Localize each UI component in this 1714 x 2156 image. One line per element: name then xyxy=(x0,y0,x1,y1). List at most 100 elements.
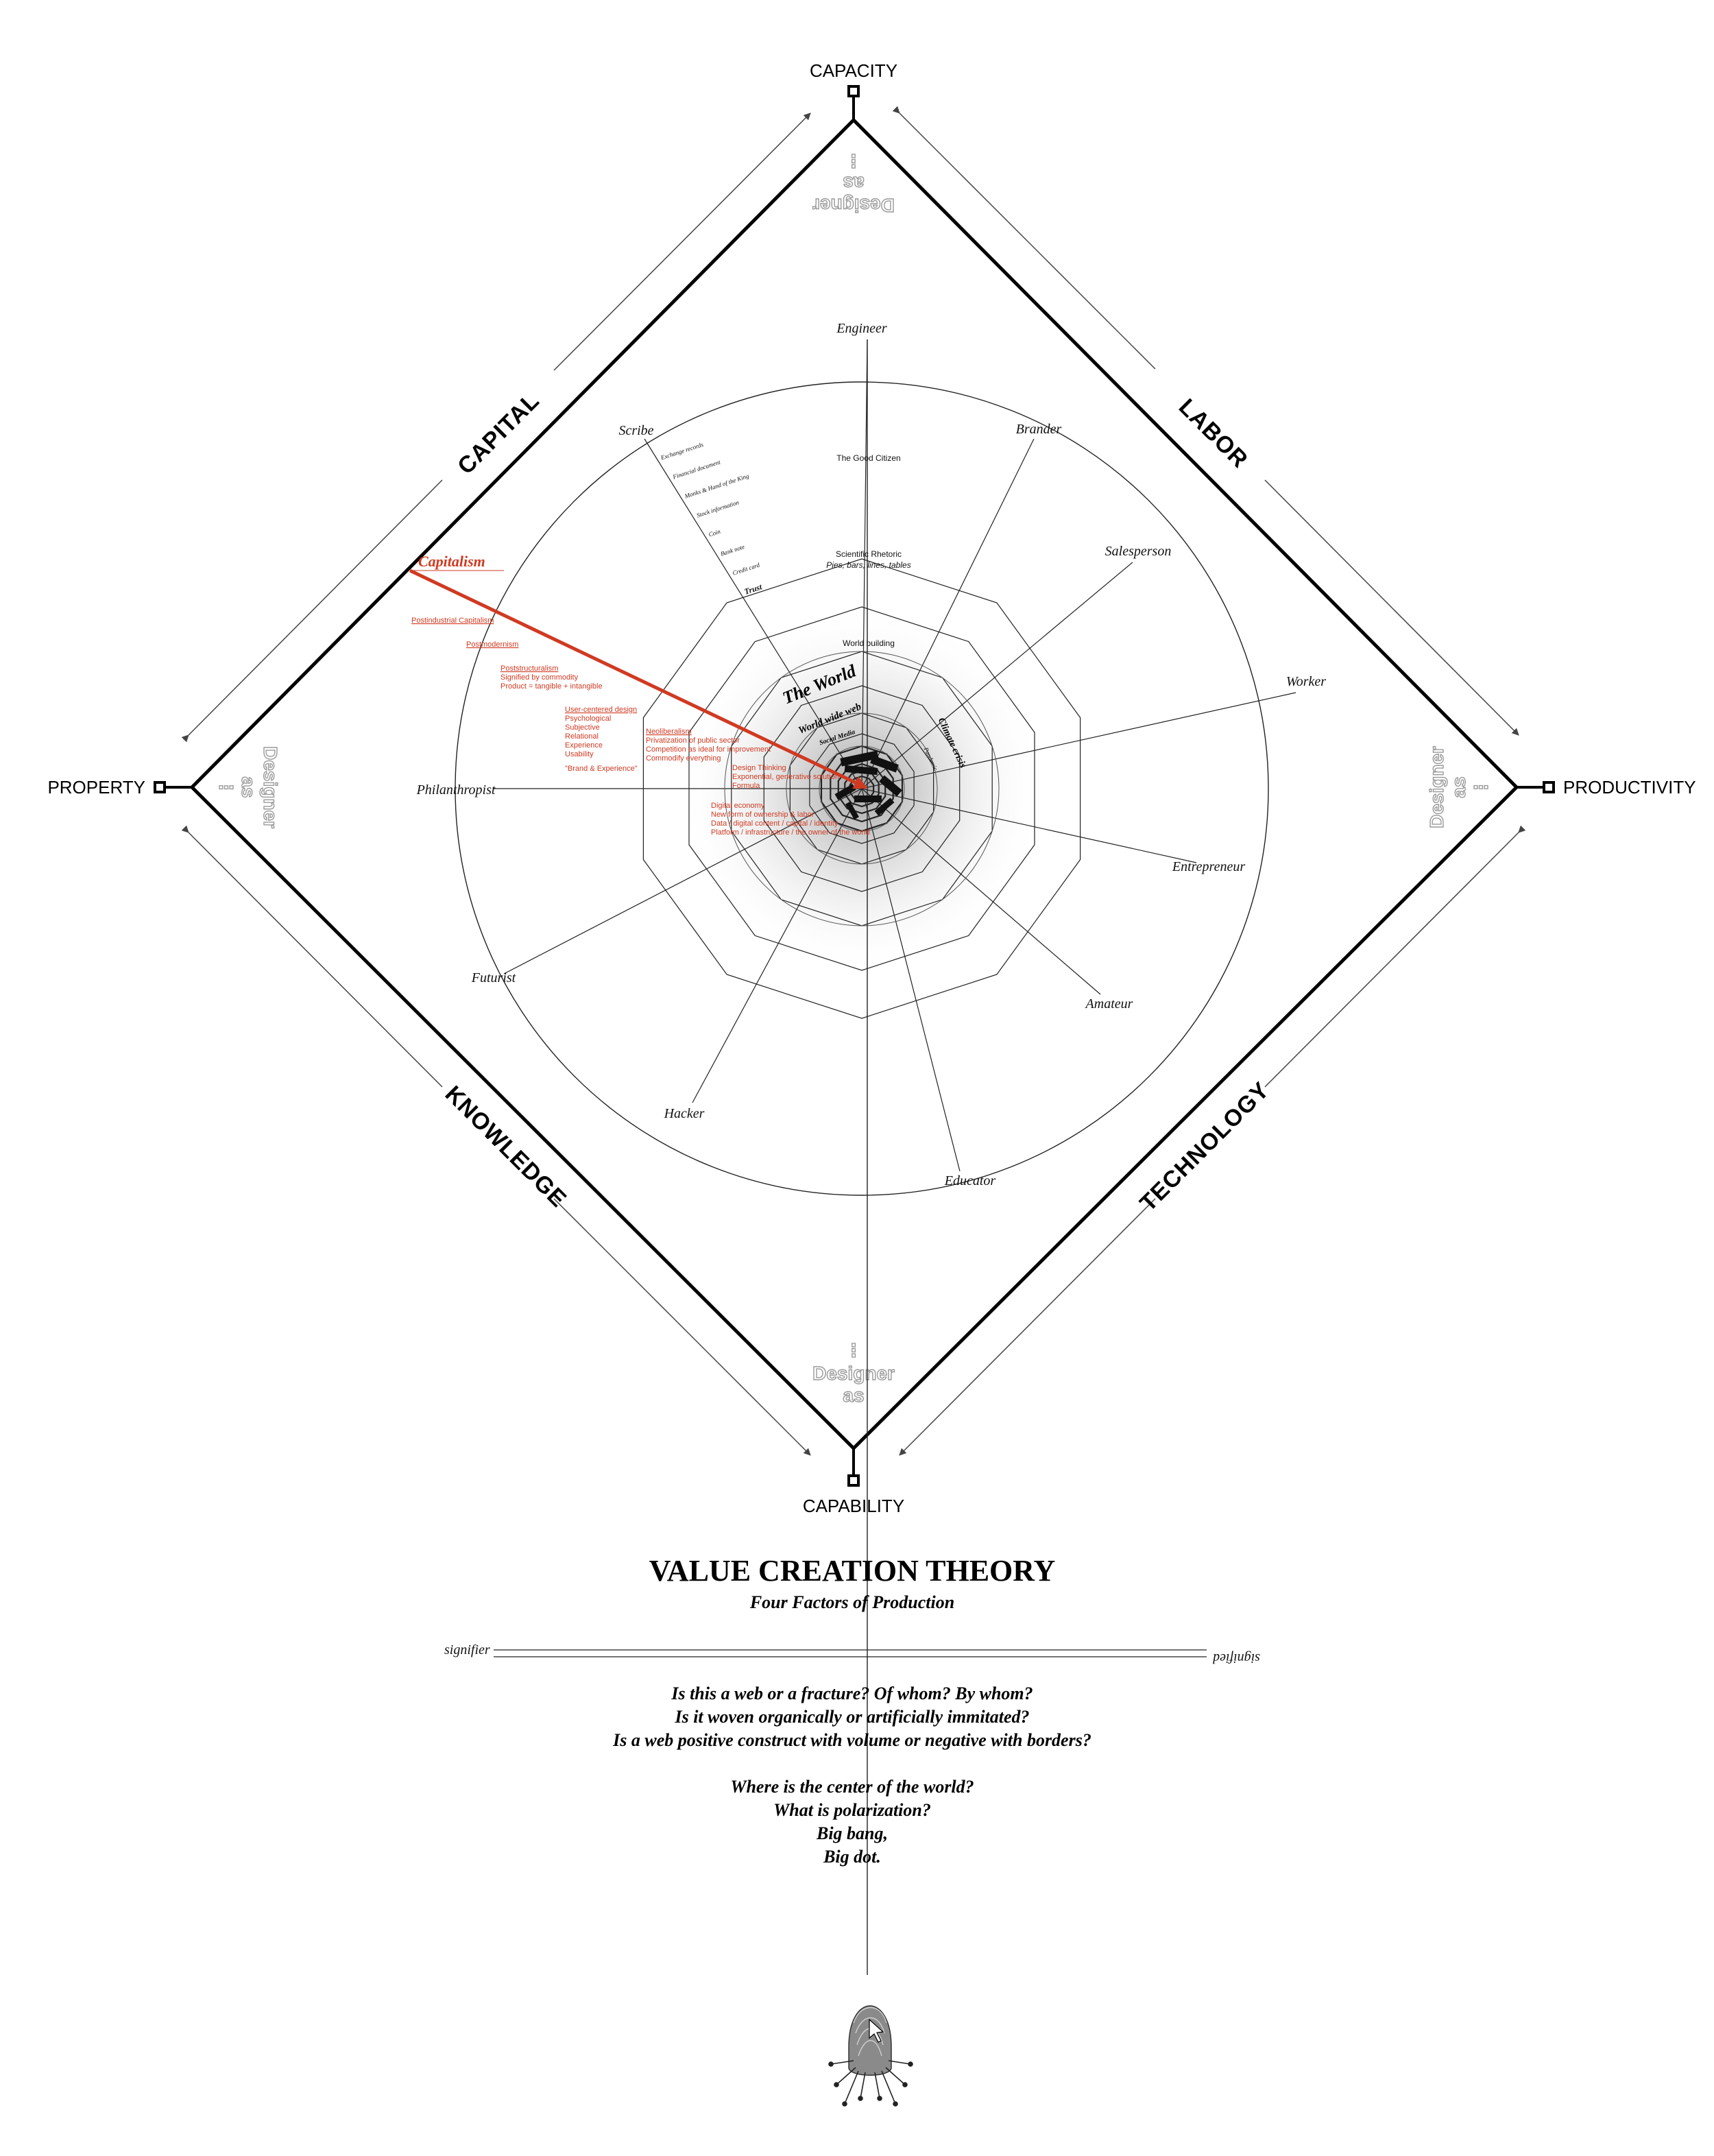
core-block xyxy=(879,775,902,797)
red-digital-l3: Data / digital content / capital / ident… xyxy=(711,819,838,828)
role-scribe: Scribe xyxy=(618,423,653,438)
corner-productivity: PRODUCTIVITY xyxy=(1563,777,1696,798)
red-neoliberalism-l2: Competition as ideal for improvement xyxy=(646,745,771,754)
svg-text:as: as xyxy=(1448,776,1469,798)
red-ucd: User-centered design xyxy=(565,706,637,714)
label-world-building: World building xyxy=(843,638,895,648)
red-ucd-l5: Usability xyxy=(565,750,594,758)
role-amateur: Amateur xyxy=(1085,996,1133,1011)
red-ucd-l2: Subjective xyxy=(565,723,600,732)
svg-text:⋮: ⋮ xyxy=(216,778,237,796)
web-ring xyxy=(688,606,1035,971)
web-spoke xyxy=(861,788,1197,863)
web-spoke xyxy=(692,788,862,1103)
capitalism-title: Capitalism xyxy=(418,553,485,570)
red-neoliberalism: Neoliberalism xyxy=(646,728,692,736)
scribe-item: Financial document xyxy=(671,459,721,481)
web-spoke xyxy=(861,438,1035,789)
red-brand: "Brand & Experience" xyxy=(565,765,638,773)
scribe-item: Credit card xyxy=(732,561,761,576)
ghost-designer-top: Designer as ⋮ xyxy=(812,150,895,216)
web-circle xyxy=(786,712,938,865)
red-poststructuralism-l2: Product = tangible + intangible xyxy=(500,682,603,691)
red-design-thinking-l1: Exponential, generative solution xyxy=(732,773,839,781)
core-block xyxy=(840,750,879,767)
scribe-item: Monks & Hand of the King xyxy=(683,472,749,500)
web-circle xyxy=(819,745,905,832)
label-scientific-rhetoric: Scientific Rhetoric xyxy=(836,549,902,559)
label-scientific-rhetoric-sub: Pies, bars, lines, tables xyxy=(826,560,910,570)
svg-text:as: as xyxy=(843,1385,864,1406)
question-line: Where is the center of the world? xyxy=(730,1777,974,1797)
svg-text:as: as xyxy=(843,173,864,194)
scribe-item: Bank note xyxy=(720,543,746,558)
question-line: Is it woven organically or artificially … xyxy=(674,1707,1029,1727)
capitalism-arrow xyxy=(409,568,868,789)
outer-circle xyxy=(455,381,1269,1196)
role-futurist: Futurist xyxy=(471,970,516,985)
ghost-designer-left: Designer as ⋮ xyxy=(215,745,281,828)
core-block xyxy=(874,798,895,816)
red-postmodernism: Postmodernism xyxy=(466,640,518,649)
web-core xyxy=(834,750,902,820)
question-line: Is this a web or a fracture? Of whom? By… xyxy=(671,1684,1033,1703)
red-ucd-l4: Experience xyxy=(565,741,603,750)
web-circle xyxy=(724,651,1000,926)
web-spoke xyxy=(861,692,1296,789)
scribe-item: Coin xyxy=(708,528,721,538)
questions-block: Is this a web or a fracture? Of whom? By… xyxy=(612,1684,1091,1867)
question-line: Big bang, xyxy=(816,1823,888,1843)
red-digital-l1: Digital economy xyxy=(711,802,765,810)
red-neoliberalism-l1: Privatization of public sector xyxy=(646,736,740,745)
red-postindustrial: Postindustrial Capitalism xyxy=(411,616,494,625)
role-engineer: Engineer xyxy=(836,321,887,336)
red-digital-l4: Platform / infrastructure / the owner of… xyxy=(711,828,870,837)
page-title: VALUE CREATION THEORY xyxy=(649,1554,1056,1588)
svg-text:Designer: Designer xyxy=(1426,746,1447,828)
red-design-thinking-l2: Formula xyxy=(732,782,760,790)
corner-capacity: CAPACITY xyxy=(810,60,897,81)
web-spoke xyxy=(503,788,862,974)
corner-property: PROPERTY xyxy=(47,777,145,798)
red-neoliberalism-l3: Commodify everything xyxy=(646,754,721,763)
ghost-designer-right: Designer as ⋮ xyxy=(1425,745,1491,828)
side-capital: CAPITAL xyxy=(452,387,544,479)
role-entrepreneur: Entrepreneur xyxy=(1172,859,1245,874)
web-ring xyxy=(763,685,961,892)
signified-label: signified xyxy=(1212,1651,1260,1666)
side-labor: LABOR xyxy=(1174,394,1253,473)
web-spoke xyxy=(644,438,862,789)
red-poststructuralism: Poststructuralism xyxy=(500,664,558,673)
red-digital-l2: New form of ownership & labor xyxy=(711,811,814,819)
page-subtitle: Four Factors of Production xyxy=(749,1592,954,1612)
ghost-designer-bottom: Designer as ⋮ xyxy=(812,1339,895,1406)
role-philanthropist: Philanthropist xyxy=(416,782,496,798)
svg-text:⋮: ⋮ xyxy=(845,1340,862,1361)
svg-text:Designer: Designer xyxy=(812,1363,895,1384)
red-poststructuralism-l1: Signified by commodity xyxy=(500,673,579,682)
corner-connectors xyxy=(154,85,1555,1487)
core-block xyxy=(834,784,856,800)
scribe-item: Exchange records xyxy=(660,441,705,462)
question-line: What is polarization? xyxy=(773,1800,931,1820)
red-ucd-l1: Psychological xyxy=(565,715,611,723)
svg-text:as: as xyxy=(238,776,259,798)
role-brander: Brander xyxy=(1016,422,1062,437)
web-spoke xyxy=(861,788,961,1172)
web-spoke xyxy=(861,562,1133,789)
role-educator: Educator xyxy=(944,1173,996,1188)
fingerprint-figure xyxy=(828,2005,913,2107)
svg-text:⋮: ⋮ xyxy=(845,151,862,171)
core-block xyxy=(854,795,882,802)
core-block xyxy=(844,765,878,776)
role-worker: Worker xyxy=(1286,674,1326,689)
role-hacker: Hacker xyxy=(664,1106,705,1121)
corner-capability: CAPABILITY xyxy=(803,1496,904,1516)
red-design-thinking: Design Thinking xyxy=(732,764,786,772)
signifier-label: signifier xyxy=(444,1642,490,1657)
web-ring xyxy=(642,558,1081,1019)
scribe-item: Stock information xyxy=(696,499,740,519)
svg-text:⋮: ⋮ xyxy=(1471,778,1491,796)
